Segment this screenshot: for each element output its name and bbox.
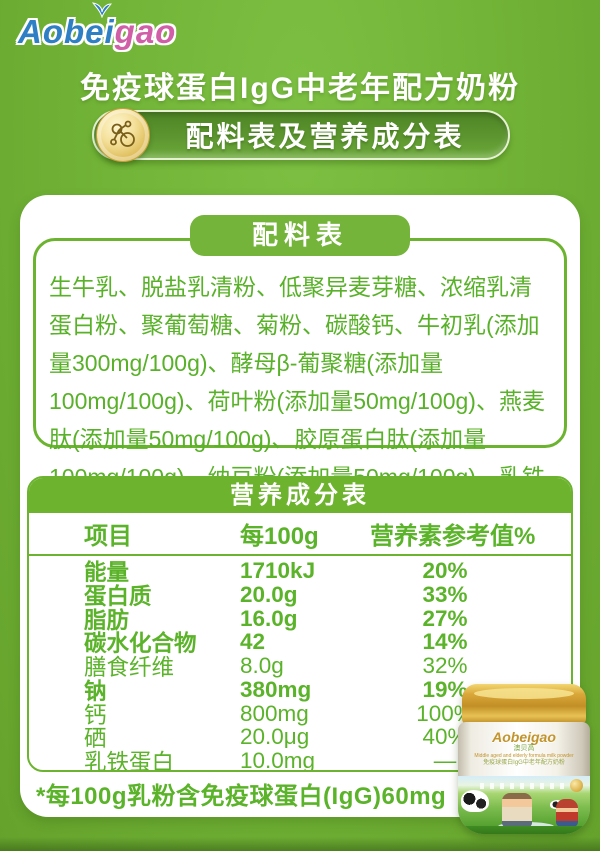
table-row: 钠 380mg 19% <box>29 676 571 704</box>
can-body-label: Aobeigao 澳贝高 Middle aged and elderly for… <box>458 722 590 834</box>
table-row: 膳食纤维 8.0g 32% <box>29 653 571 680</box>
section-badge: 配料表及营养成分表 <box>92 110 510 160</box>
row-name: 脂肪 <box>84 607 130 633</box>
brand-logo: Aobeigao <box>18 2 177 56</box>
table-row: 能量 1710kJ 20% <box>29 557 571 585</box>
row-name: 能量 <box>84 559 130 585</box>
cow-illustration <box>461 790 489 812</box>
can-subtitle-en: Middle aged and elderly formula milk pow… <box>474 753 574 759</box>
row-name: 硒 <box>84 726 107 752</box>
can-gold-lid <box>462 684 586 724</box>
row-value: 380mg <box>240 676 312 702</box>
logo-leaf-icon <box>92 2 112 18</box>
row-value: 800mg <box>240 700 309 726</box>
section-badge-label: 配料表及营养成分表 <box>185 121 465 152</box>
row-name: 蛋白质 <box>84 583 152 609</box>
molecule-icon <box>110 120 135 147</box>
gold-medal-icon <box>570 779 583 792</box>
gold-coin-icon <box>96 108 150 162</box>
column-header-nrv: 营养素参考值% <box>370 523 536 550</box>
row-value: 20.0μg <box>240 724 310 750</box>
row-nrv: 20% <box>422 557 468 583</box>
table-row: 钙 800mg 100% <box>29 700 571 728</box>
product-can-image: Aobeigao 澳贝高 Middle aged and elderly for… <box>458 684 590 834</box>
row-nrv: — <box>433 748 457 772</box>
row-value: 16.0g <box>240 605 298 631</box>
bottom-shadow <box>0 837 600 851</box>
can-subtitle-cn: 免疫球蛋白IgG中老年配方奶粉 <box>483 760 565 766</box>
row-name: 碳水化合物 <box>84 631 197 657</box>
ingredients-heading: 配料表 <box>190 215 410 256</box>
row-nrv: 32% <box>422 653 468 679</box>
page-title: 免疫球蛋白IgG中老年配方奶粉 <box>80 72 520 105</box>
nutrition-table-heading: 营养成分表 <box>29 478 571 513</box>
row-nrv: 14% <box>422 629 468 655</box>
table-row: 碳水化合物 42 14% <box>29 629 571 656</box>
table-row: 脂肪 16.0g 27% <box>29 605 571 633</box>
grass-illustration <box>458 826 590 834</box>
row-nrv: 33% <box>422 581 468 607</box>
table-row: 蛋白质 20.0g 33% <box>29 581 571 609</box>
row-value: 20.0g <box>240 581 298 607</box>
man-illustration <box>502 793 532 827</box>
brand-logo-part2: gao <box>114 13 177 50</box>
row-name: 钙 <box>84 702 107 728</box>
brand-logo-part1: Aobei <box>18 13 115 50</box>
row-value: 1710kJ <box>240 557 316 583</box>
column-header-per100g: 每100g <box>240 523 319 550</box>
igg-footnote: *每100g乳粉含免疫球蛋白(IgG)60mg <box>36 783 447 810</box>
woman-illustration <box>556 799 578 827</box>
column-header-item: 项目 <box>84 523 132 550</box>
row-value: 42 <box>240 629 266 655</box>
can-brand-cn-text: 澳贝高 <box>513 745 535 752</box>
row-nrv: 27% <box>422 605 468 631</box>
nutrition-table-columns: 项目 每100g 营养素参考值% <box>29 513 571 556</box>
row-name: 钠 <box>84 678 107 704</box>
nutrition-table-body: 能量 1710kJ 20% 蛋白质 20.0g 33% 脂肪 16.0g 27%… <box>29 556 571 772</box>
row-name: 乳铁蛋白 <box>84 750 175 772</box>
row-name: 膳食纤维 <box>84 655 175 681</box>
ingredients-box: 生牛乳、脱盐乳清粉、低聚异麦芽糖、浓缩乳清蛋白粉、聚葡萄糖、菊粉、碳酸钙、牛初乳… <box>33 238 567 528</box>
can-brand-text: Aobeigao <box>492 729 556 745</box>
row-value: 8.0g <box>240 653 284 679</box>
buildings-illustration <box>480 783 568 789</box>
table-row: 乳铁蛋白 10.0mg — <box>29 748 571 772</box>
can-farm-scene <box>458 776 590 834</box>
row-nrv: 19% <box>422 676 468 702</box>
table-row: 硒 20.0μg 40% <box>29 724 571 751</box>
row-value: 10.0mg <box>240 748 316 772</box>
